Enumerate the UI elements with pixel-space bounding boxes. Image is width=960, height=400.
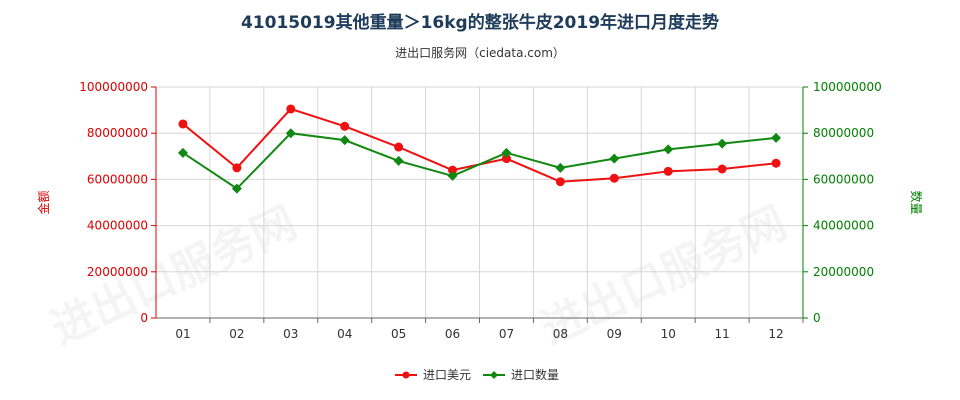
series-line-2 xyxy=(182,132,777,190)
series-2-point xyxy=(231,183,242,194)
series-2-point xyxy=(717,138,728,149)
x-tick-label: 03 xyxy=(283,327,298,341)
series-1-point xyxy=(448,165,458,175)
series-2-point xyxy=(177,147,188,158)
series-2-point xyxy=(771,132,782,143)
chart-subtitle: 进出口服务网（ciedata.com） xyxy=(395,46,565,60)
x-tick-label: 10 xyxy=(661,327,676,341)
y-left-tick-label: 0 xyxy=(140,311,148,325)
y-left-tick-label: 100000000 xyxy=(79,80,148,94)
x-tick-label: 05 xyxy=(391,327,406,341)
series-1-point xyxy=(501,154,511,164)
series-2-point xyxy=(339,135,350,146)
series-1-point xyxy=(771,158,781,168)
series-1-point xyxy=(232,163,242,173)
series-2-point xyxy=(393,155,404,166)
x-tick-label: 09 xyxy=(607,327,622,341)
x-tick-label: 12 xyxy=(768,327,783,341)
y-left-tick-label: 80000000 xyxy=(87,126,148,140)
series-1-point xyxy=(286,104,296,114)
series-1-point xyxy=(178,119,188,129)
x-tick-label: 06 xyxy=(445,327,460,341)
series-2-point xyxy=(609,153,620,164)
y-left-tick-label: 20000000 xyxy=(87,265,148,279)
series-1-point xyxy=(609,173,619,183)
y-right-tick-label: 40000000 xyxy=(813,219,874,233)
series-2-point xyxy=(555,162,566,173)
x-tick-label: 07 xyxy=(499,327,514,341)
legend-swatch-marker xyxy=(490,371,498,379)
y-left-axis-label: 金额 xyxy=(36,190,51,214)
y-right-tick-label: 60000000 xyxy=(813,172,874,186)
series-1-point xyxy=(394,142,404,152)
series-1-point xyxy=(717,164,727,174)
x-tick-label: 01 xyxy=(175,327,190,341)
series-2-point xyxy=(501,147,512,158)
chart-title: 41015019其他重量＞16kg的整张牛皮2019年进口月度走势 xyxy=(240,13,720,33)
y-right-tick-label: 100000000 xyxy=(813,80,882,94)
x-tick-label: 11 xyxy=(714,327,729,341)
y-right-tick-label: 0 xyxy=(813,311,821,325)
y-left-tick-label: 60000000 xyxy=(87,172,148,186)
series-1-point xyxy=(340,121,350,131)
y-right-axis-label: 数量 xyxy=(909,190,924,214)
series-2-point xyxy=(663,144,674,155)
series-1-point xyxy=(555,177,565,187)
legend-label-1: 进口美元 xyxy=(423,368,471,382)
legend-swatch-marker xyxy=(402,371,410,379)
y-right-tick-label: 80000000 xyxy=(813,126,874,140)
series-1-point xyxy=(663,166,673,176)
y-left-tick-label: 40000000 xyxy=(87,219,148,233)
x-tick-label: 04 xyxy=(337,327,352,341)
x-tick-label: 02 xyxy=(229,327,244,341)
x-tick-label: 08 xyxy=(553,327,568,341)
legend-label-2: 进口数量 xyxy=(511,367,559,382)
y-right-tick-label: 20000000 xyxy=(813,265,874,279)
series-2-point xyxy=(285,128,296,139)
series-2-point xyxy=(447,170,458,181)
